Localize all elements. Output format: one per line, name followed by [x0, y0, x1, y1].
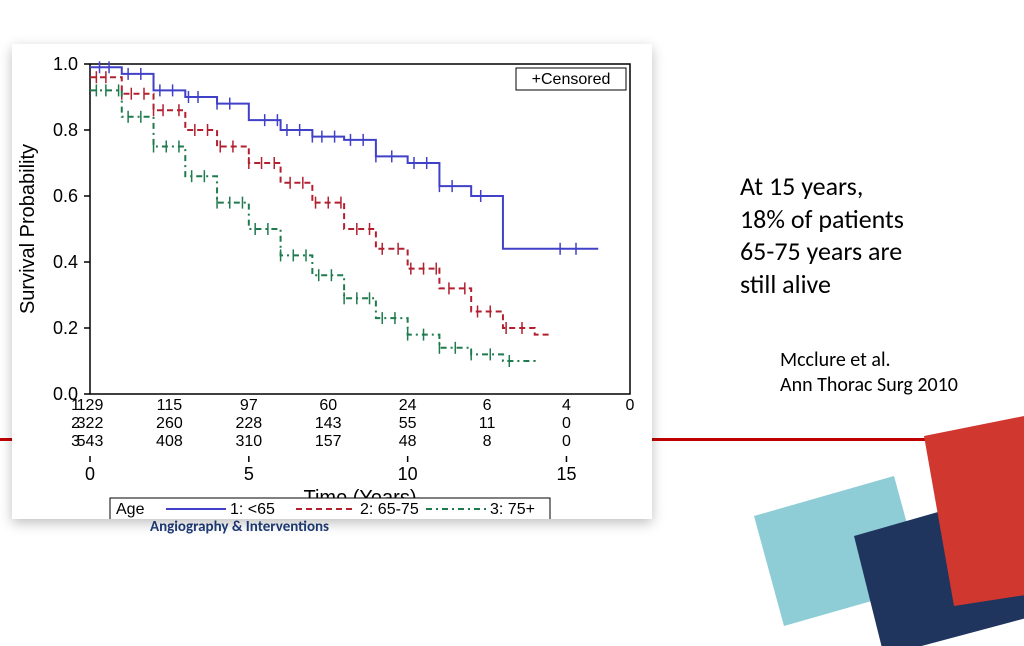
- svg-text:543: 543: [77, 433, 104, 450]
- km-chart: 0.00.20.40.60.81.0051015Time (Years)Surv…: [12, 44, 652, 519]
- svg-text:0.2: 0.2: [53, 318, 78, 338]
- citation-line: Mcclure et al.: [780, 348, 1020, 373]
- svg-text:4: 4: [562, 397, 571, 414]
- annotation-line: At 15 years,: [740, 170, 1000, 203]
- svg-text:15: 15: [556, 464, 576, 484]
- annotation-line: still alive: [740, 268, 1000, 301]
- citation-line: Ann Thorac Surg 2010: [780, 373, 1020, 398]
- km-chart-card: 0.00.20.40.60.81.0051015Time (Years)Surv…: [12, 44, 652, 519]
- svg-text:115: 115: [157, 397, 183, 414]
- svg-text:60: 60: [319, 397, 337, 414]
- svg-text:143: 143: [315, 415, 342, 432]
- annotation-line: 65-75 years are: [740, 235, 1000, 268]
- citation-text: Mcclure et al. Ann Thorac Surg 2010: [780, 348, 1020, 398]
- footer-caption: Angiography & Interventions: [150, 518, 329, 536]
- svg-text:0: 0: [85, 464, 95, 484]
- svg-text:55: 55: [399, 415, 417, 432]
- svg-text:3: 75+: 3: 75+: [490, 501, 535, 518]
- corner-decoration: [724, 386, 1024, 646]
- svg-text:157: 157: [315, 433, 342, 450]
- svg-text:24: 24: [399, 397, 417, 414]
- svg-text:408: 408: [156, 433, 183, 450]
- svg-text:129: 129: [77, 397, 104, 414]
- svg-text:0: 0: [562, 433, 571, 450]
- svg-text:322: 322: [77, 415, 104, 432]
- svg-text:97: 97: [240, 397, 258, 414]
- annotation-text: At 15 years, 18% of patients 65-75 years…: [740, 170, 1000, 300]
- svg-text:0.4: 0.4: [53, 252, 78, 272]
- svg-text:5: 5: [244, 464, 254, 484]
- svg-text:260: 260: [156, 415, 183, 432]
- svg-text:0: 0: [562, 415, 571, 432]
- svg-text:228: 228: [235, 415, 262, 432]
- svg-text:11: 11: [479, 415, 496, 432]
- svg-text:6: 6: [483, 397, 492, 414]
- svg-text:1: <65: 1: <65: [230, 501, 275, 518]
- svg-text:Survival Probability: Survival Probability: [17, 144, 39, 314]
- svg-text:2: 65-75: 2: 65-75: [360, 501, 419, 518]
- svg-text:48: 48: [399, 433, 417, 450]
- svg-text:1.0: 1.0: [53, 54, 78, 74]
- svg-text:+Censored: +Censored: [532, 71, 611, 88]
- svg-text:Age: Age: [116, 501, 145, 518]
- svg-text:0.6: 0.6: [53, 186, 78, 206]
- svg-text:0.8: 0.8: [53, 120, 78, 140]
- svg-text:0: 0: [626, 397, 635, 414]
- svg-text:8: 8: [483, 433, 492, 450]
- annotation-line: 18% of patients: [740, 203, 1000, 236]
- svg-text:310: 310: [235, 433, 262, 450]
- svg-text:10: 10: [398, 464, 418, 484]
